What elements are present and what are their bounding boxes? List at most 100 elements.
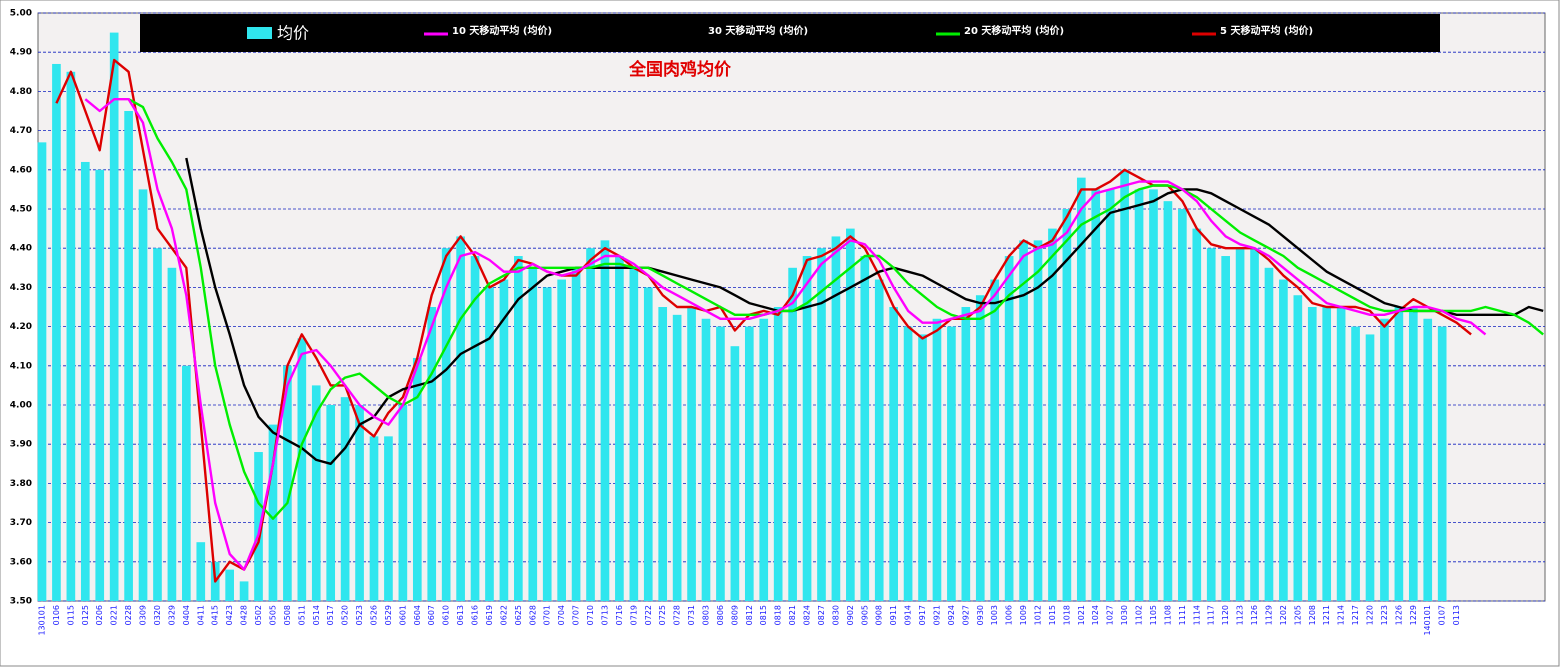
x-tick-label: 0607 xyxy=(427,605,436,625)
x-tick-label: 0505 xyxy=(268,605,277,625)
x-tick-label: 1012 xyxy=(1034,605,1043,625)
x-tick-label: 0619 xyxy=(485,605,494,625)
x-tick-label: 0604 xyxy=(413,605,422,625)
x-tick-label: 0930 xyxy=(976,605,985,625)
x-tick-label: 0309 xyxy=(139,605,148,625)
bar xyxy=(557,279,566,601)
bar xyxy=(975,295,985,601)
y-tick-label: 4.50 xyxy=(10,205,32,215)
x-tick-label: 1009 xyxy=(1019,605,1028,625)
bar xyxy=(499,279,509,601)
bar xyxy=(1206,248,1216,601)
bar xyxy=(1408,307,1418,601)
x-tick-label: 1202 xyxy=(1279,605,1288,625)
bar xyxy=(1423,318,1433,601)
bar xyxy=(1307,307,1317,601)
x-tick-label: 130101 xyxy=(38,605,47,636)
x-tick-label: 0601 xyxy=(398,605,407,625)
x-tick-label: 0107 xyxy=(1438,605,1447,625)
ma-line xyxy=(185,157,1544,465)
x-tick-label: 0902 xyxy=(846,605,855,625)
legend-label: 20 天移动平均 (均价) xyxy=(964,24,1064,37)
x-tick-label: 0610 xyxy=(442,605,451,625)
x-tick-label: 0616 xyxy=(471,605,480,625)
x-tick-label: 1018 xyxy=(1062,605,1071,625)
x-tick-label: 0520 xyxy=(341,605,350,625)
x-tick-label: 1211 xyxy=(1322,605,1331,625)
x-tick-label: 0115 xyxy=(66,605,75,625)
x-tick-label: 140101 xyxy=(1423,605,1432,636)
x-tick-label: 0815 xyxy=(759,605,768,625)
ma-line xyxy=(55,58,1472,583)
x-tick-label: 0511 xyxy=(297,605,306,625)
bar xyxy=(196,542,206,601)
x-tick-label: 1024 xyxy=(1091,605,1100,625)
bar xyxy=(398,405,408,601)
bar xyxy=(66,71,76,602)
bar xyxy=(470,256,480,601)
bar xyxy=(802,256,812,601)
bar xyxy=(138,189,148,601)
x-tick-label: 0710 xyxy=(586,605,595,625)
bar xyxy=(167,267,177,601)
x-tick-label: 0716 xyxy=(615,605,624,625)
x-tick-label: 0526 xyxy=(370,605,379,625)
ma-line xyxy=(128,98,1544,520)
x-tick-label: 1108 xyxy=(1163,605,1172,625)
bar xyxy=(571,267,581,601)
x-tick-label: 0502 xyxy=(254,605,263,625)
x-tick-label: 0713 xyxy=(600,605,609,625)
x-tick-label: 1015 xyxy=(1048,605,1057,625)
bar xyxy=(153,248,162,601)
bar xyxy=(1380,318,1389,601)
bar xyxy=(846,228,855,601)
bar xyxy=(1163,201,1173,601)
legend-label: 30 天移动平均 (均价) xyxy=(708,24,808,37)
bar xyxy=(1178,209,1187,601)
bar xyxy=(1322,307,1332,601)
x-tick-label: 0625 xyxy=(514,605,523,625)
x-tick-label: 0622 xyxy=(499,605,508,625)
x-tick-label: 1111 xyxy=(1178,605,1187,625)
x-tick-label: 0731 xyxy=(687,605,696,625)
x-tick-label: 0719 xyxy=(629,605,638,625)
x-tick-label: 0728 xyxy=(673,605,682,625)
x-tick-label: 0722 xyxy=(644,605,653,625)
x-tick-label: 0818 xyxy=(774,605,783,625)
bar xyxy=(239,581,249,601)
bar xyxy=(759,318,769,601)
x-tick-label: 0206 xyxy=(95,605,104,625)
x-tick-label: 0911 xyxy=(889,605,898,625)
bar xyxy=(1149,189,1158,601)
x-tick-label: 1208 xyxy=(1308,605,1317,625)
x-tick-label: 0830 xyxy=(831,605,840,625)
x-tick-label: 1205 xyxy=(1293,605,1302,625)
x-tick-label: 1003 xyxy=(990,605,999,625)
x-tick-label: 1120 xyxy=(1221,605,1230,625)
legend-label: 5 天移动平均 (均价) xyxy=(1220,24,1313,37)
x-tick-label: 1105 xyxy=(1149,605,1158,625)
bar xyxy=(542,287,552,601)
bar xyxy=(326,405,336,601)
bar xyxy=(95,169,105,602)
x-tick-label: 0924 xyxy=(947,605,956,625)
x-tick-label: 0523 xyxy=(355,605,364,625)
x-tick-label: 0508 xyxy=(283,605,292,625)
x-tick-label: 1027 xyxy=(1106,605,1115,625)
x-tick-label: 0423 xyxy=(225,605,234,625)
legend-label: 10 天移动平均 (均价) xyxy=(452,24,552,37)
chart-title: 全国肉鸡均价 xyxy=(628,59,732,80)
bar xyxy=(514,256,523,601)
bar xyxy=(1062,209,1072,601)
bar xyxy=(831,236,841,601)
x-tick-label: 1021 xyxy=(1077,605,1086,625)
x-tick-label: 0221 xyxy=(110,605,119,625)
bar xyxy=(773,307,783,601)
bar xyxy=(109,32,119,602)
x-tick-label: 0827 xyxy=(817,605,826,625)
y-tick-label: 4.30 xyxy=(10,283,32,293)
x-tick-label: 0914 xyxy=(904,605,913,625)
bar xyxy=(1019,240,1028,602)
y-tick-label: 4.10 xyxy=(10,361,32,371)
